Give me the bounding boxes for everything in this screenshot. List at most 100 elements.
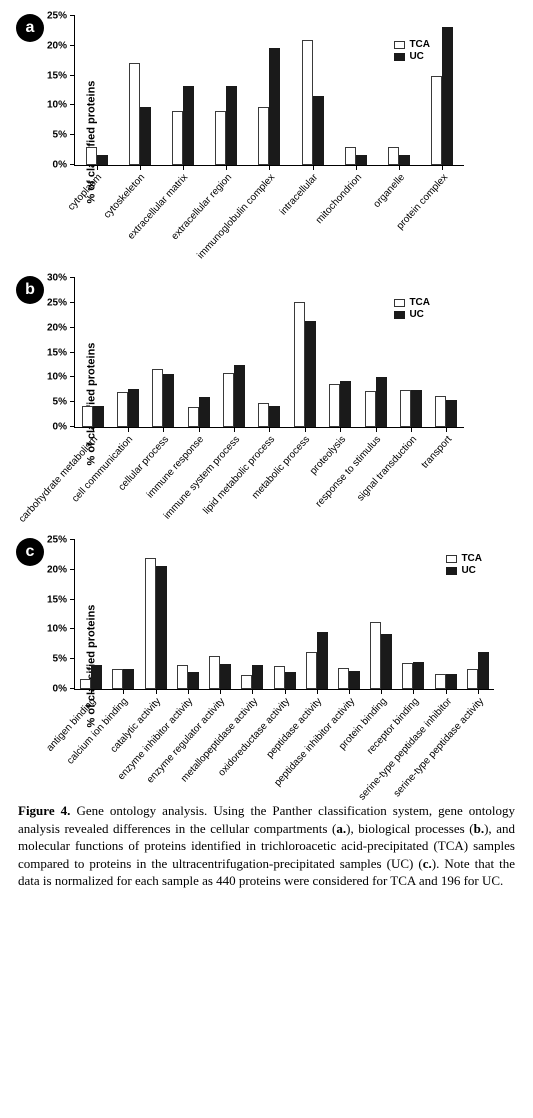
bar-group	[236, 540, 268, 689]
bar-group	[334, 16, 377, 165]
bar-tca	[431, 76, 442, 165]
bar-uc	[381, 634, 392, 689]
bar-uc	[446, 674, 457, 689]
y-tick-label: 0%	[53, 160, 75, 171]
bar-tca	[145, 558, 156, 689]
y-tick-label: 20%	[47, 40, 75, 51]
y-tick-label: 5%	[53, 130, 75, 141]
chart-b: % of classified proteins TCA UC 0%5%10%1…	[74, 278, 515, 530]
bar-group	[216, 278, 251, 427]
y-tick-label: 25%	[47, 297, 75, 308]
bar-tca	[258, 403, 269, 427]
y-tick-label: 0%	[53, 684, 75, 695]
bar-tca	[294, 302, 305, 427]
x-labels-b: carbohydrate metabolismcell communicatio…	[74, 434, 464, 530]
bar-group	[421, 16, 464, 165]
bar-group	[204, 540, 236, 689]
bar-uc	[269, 48, 280, 165]
bar-group	[393, 278, 428, 427]
bar-tca	[80, 679, 91, 689]
y-tick-label: 10%	[47, 624, 75, 635]
plot-area-b: TCA UC 0%5%10%15%20%25%30%	[74, 278, 464, 428]
y-tick-label: 10%	[47, 372, 75, 383]
bar-group	[110, 278, 145, 427]
bar-tca	[188, 407, 199, 427]
bar-uc	[376, 377, 387, 427]
bar-uc	[356, 155, 367, 165]
bar-group	[462, 540, 494, 689]
bar-uc	[128, 389, 139, 427]
bar-tca	[338, 668, 349, 689]
bar-tca	[177, 665, 188, 689]
bar-group	[301, 540, 333, 689]
bar-uc	[285, 672, 296, 689]
bar-group	[181, 278, 216, 427]
bar-uc	[269, 406, 280, 427]
caption-a: a.	[336, 821, 346, 836]
bar-uc	[234, 365, 245, 427]
bar-group	[378, 16, 421, 165]
panel-c: c % of classified proteins TCA UC 0%5%10…	[18, 540, 515, 792]
panel-a: a % of classified proteins TCA UC 0%5%10…	[18, 16, 515, 268]
panel-b: b % of classified proteins TCA UC 0%5%10…	[18, 278, 515, 530]
bar-tca	[172, 111, 183, 165]
bar-tca	[370, 622, 381, 689]
bar-uc	[97, 155, 108, 165]
bar-uc	[199, 397, 210, 427]
bar-uc	[349, 671, 360, 689]
bar-uc	[478, 652, 489, 689]
caption-label: Figure 4.	[18, 803, 70, 818]
bar-tca	[435, 396, 446, 427]
plot-area-a: TCA UC 0%5%10%15%20%25%	[74, 16, 464, 166]
y-tick-label: 20%	[47, 564, 75, 575]
x-labels-a: cytoplasmcytoskeletonextracellular matri…	[74, 172, 464, 268]
x-tick-label: organelle	[371, 172, 407, 210]
caption-c: c.	[423, 856, 432, 871]
y-tick-label: 5%	[53, 397, 75, 408]
y-tick-label: 15%	[47, 594, 75, 605]
bar-tca	[215, 111, 226, 165]
bar-tca	[329, 384, 340, 427]
bar-tca	[258, 107, 269, 165]
bar-uc	[252, 665, 263, 689]
bar-group	[268, 540, 300, 689]
bar-tca	[400, 390, 411, 427]
bar-tca	[467, 669, 478, 689]
bar-tca	[117, 392, 128, 427]
y-tick-label: 15%	[47, 347, 75, 358]
bar-group	[333, 540, 365, 689]
bar-group	[248, 16, 291, 165]
bar-uc	[123, 669, 134, 689]
bar-group	[430, 540, 462, 689]
bar-group	[118, 16, 161, 165]
caption-title: Gene ontology analysis.	[76, 803, 207, 818]
panel-letter-b: b	[16, 276, 44, 304]
x-labels-c: antigen bindingcalcium ion bindingcataly…	[74, 696, 494, 792]
bar-uc	[220, 664, 231, 689]
panel-letter-a: a	[16, 14, 44, 42]
bar-tca	[302, 40, 313, 165]
bar-uc	[413, 662, 424, 689]
bar-group	[287, 278, 322, 427]
bar-uc	[188, 672, 199, 689]
bar-tca	[306, 652, 317, 689]
bar-group	[75, 540, 107, 689]
y-tick-label: 25%	[47, 11, 75, 22]
bar-uc	[163, 374, 174, 427]
bar-group	[291, 16, 334, 165]
bar-group	[365, 540, 397, 689]
y-tick-label: 30%	[47, 273, 75, 284]
bar-group	[252, 278, 287, 427]
bar-tca	[241, 675, 252, 689]
bar-group	[107, 540, 139, 689]
bar-uc	[313, 96, 324, 165]
bar-tca	[402, 663, 413, 689]
bar-uc	[411, 390, 422, 427]
bar-tca	[82, 406, 93, 427]
bar-tca	[152, 369, 163, 427]
bar-tca	[112, 669, 123, 689]
bar-group	[139, 540, 171, 689]
bar-tca	[388, 147, 399, 165]
bar-uc	[140, 107, 151, 165]
bar-group	[75, 16, 118, 165]
